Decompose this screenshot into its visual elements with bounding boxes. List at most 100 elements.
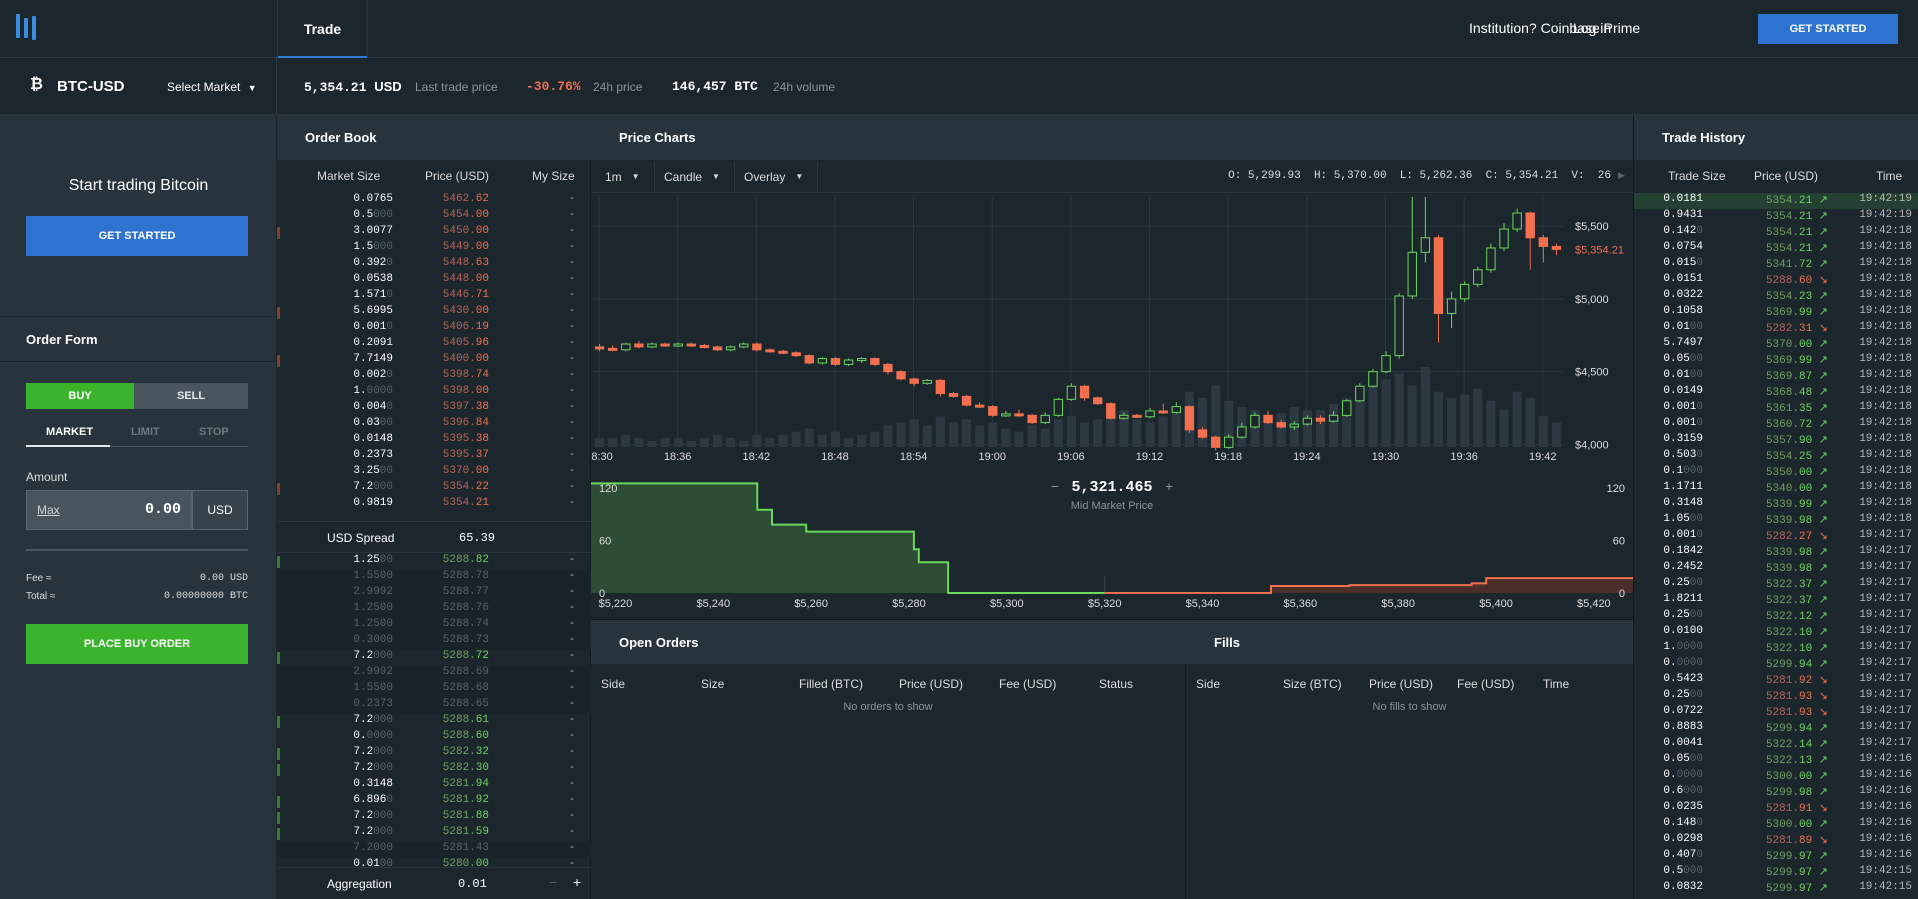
ask-row[interactable]: 1.0000 5398.00 - [277, 385, 591, 401]
order-size-digits: 0.5 [353, 209, 374, 221]
bid-row[interactable]: 1.2500 5288.82 - [277, 554, 591, 570]
ask-row[interactable]: 1.5710 5446.71 - [277, 289, 591, 305]
volume-bar [948, 422, 959, 447]
trade-size-digits: 1.8211 [1663, 593, 1703, 605]
trade-row: 0.0010 5361.35 ↗ 19:42:18 [1634, 401, 1918, 417]
amount-input[interactable]: Max 0.00 [26, 490, 192, 530]
bid-row[interactable]: 0.3148 5281.94 - [277, 778, 591, 794]
coinbase-pro-logo-icon[interactable] [16, 14, 38, 42]
candle-down [1106, 403, 1116, 419]
ask-row[interactable]: 0.0040 5397.38 - [277, 401, 591, 417]
bid-row[interactable]: 1.2500 5288.74 - [277, 618, 591, 634]
candle-down [1014, 413, 1024, 417]
ask-row[interactable]: 1.5000 5449.00 - [277, 241, 591, 257]
bid-row[interactable]: 1.2500 5288.76 - [277, 602, 591, 618]
ask-row[interactable]: 5.6995 5430.00 - [277, 305, 591, 321]
trade-time: 19:42:18 [1859, 385, 1912, 397]
ask-row[interactable]: 7.2000 5354.22 - [277, 481, 591, 497]
bid-row[interactable]: 0.0000 5288.60 - [277, 730, 591, 746]
bid-row[interactable]: 0.3000 5288.73 - [277, 634, 591, 650]
bid-row[interactable]: 7.2000 5288.61 - [277, 714, 591, 730]
aggregation-increase-button[interactable]: + [573, 874, 582, 890]
zoom-in-button[interactable]: + [1164, 478, 1174, 494]
order-price-decimals: 00 [475, 209, 489, 221]
get-started-button[interactable]: GET STARTED [26, 216, 248, 256]
candle-down [1210, 436, 1221, 448]
candle-up [1040, 414, 1050, 424]
trade-row: 0.0149 5368.48 ↗ 19:42:18 [1634, 385, 1918, 401]
ask-row[interactable]: 0.3920 5448.63 - [277, 257, 591, 273]
ask-row[interactable]: 0.0300 5396.84 - [277, 417, 591, 433]
bid-row[interactable]: 2.9992 5288.77 - [277, 586, 591, 602]
max-link[interactable]: Max [37, 503, 60, 517]
bid-row[interactable]: 7.2000 5282.32 - [277, 746, 591, 762]
bid-row[interactable]: 1.5500 5288.68 - [277, 682, 591, 698]
trade-price-decimals: 00 [1798, 339, 1813, 351]
trade-size-digits: 0.05 [1663, 353, 1690, 365]
bid-row[interactable]: 7.2000 5281.43 - [277, 842, 591, 858]
order-price-integer: 5288. [442, 666, 476, 678]
ask-row[interactable]: 3.0077 5450.00 - [277, 225, 591, 241]
bid-row[interactable]: 7.2000 5282.30 - [277, 762, 591, 778]
order-size-zero-padding: 000 [373, 762, 393, 774]
order-size: 2.9992 [277, 666, 393, 678]
tab-trade[interactable]: Trade [277, 0, 368, 58]
chart-type-dropdown[interactable]: Candle ▼ [650, 161, 735, 192]
select-market-dropdown[interactable]: Select Market ▼ [167, 80, 257, 94]
order-size-digits: 1.2500 [353, 602, 393, 614]
trade-size-digits: 0.1 [1663, 465, 1684, 477]
sell-tab[interactable]: SELL [134, 383, 248, 409]
interval-dropdown[interactable]: 1m ▼ [591, 161, 655, 192]
trade-price-decimals: 23 [1798, 291, 1813, 303]
overlay-dropdown[interactable]: Overlay ▼ [730, 161, 819, 192]
ask-row[interactable]: 0.5000 5454.00 - [277, 209, 591, 225]
order-type-market-tab[interactable]: MARKET [46, 426, 94, 438]
trade-price-header: Price (USD) [1754, 169, 1819, 183]
my-size: - [568, 209, 576, 221]
aggregation-decrease-button[interactable]: − [549, 874, 558, 890]
ask-row[interactable]: 0.0010 5406.19 - [277, 321, 591, 337]
trade-size-digits: 1.05 [1663, 513, 1690, 525]
trade-time: 19:42:18 [1859, 433, 1912, 445]
volume-bar [1551, 422, 1561, 447]
bid-row[interactable]: 7.2000 5288.72 - [277, 650, 591, 666]
login-link[interactable]: Log in [1573, 20, 1612, 36]
ask-row[interactable]: 0.9819 5354.21 - [277, 497, 591, 513]
order-price-decimals: 94 [475, 778, 489, 790]
get-started-button[interactable]: GET STARTED [1758, 14, 1898, 44]
institution-link[interactable]: Institution? Coinbase Prime [1469, 20, 1641, 36]
place-buy-order-button[interactable]: PLACE BUY ORDER [26, 624, 248, 664]
ask-row[interactable]: 7.7149 5400.00 - [277, 353, 591, 369]
ask-row[interactable]: 0.0538 5448.00 - [277, 273, 591, 289]
trade-size: 0.5423 [1634, 673, 1703, 685]
order-type-stop-tab[interactable]: STOP [199, 426, 229, 438]
ask-row[interactable]: 0.2091 5405.96 - [277, 337, 591, 353]
ask-row[interactable]: 0.0020 5398.74 - [277, 369, 591, 385]
trade-price-integer: 5322. [1765, 627, 1799, 639]
play-icon[interactable]: ▶ [1618, 170, 1625, 180]
zoom-out-button[interactable]: − [1050, 478, 1060, 494]
bid-row[interactable]: 1.5500 5288.78 - [277, 570, 591, 586]
ask-row[interactable]: 0.2373 5395.37 - [277, 449, 591, 465]
ask-row[interactable]: 0.0765 5462.62 - [277, 193, 591, 209]
candle-down [686, 343, 697, 347]
product-selector[interactable]: ₿ BTC-USD Select Market ▼ [0, 58, 277, 115]
trade-price-decimals: 87 [1798, 371, 1813, 383]
bid-row[interactable]: 0.2373 5288.65 - [277, 698, 591, 714]
buy-tab[interactable]: BUY [26, 383, 134, 409]
order-type-limit-tab[interactable]: LIMIT [131, 426, 160, 438]
bid-row[interactable]: 7.2000 5281.59 - [277, 826, 591, 842]
ask-row[interactable]: 3.2500 5370.00- [277, 465, 591, 481]
bid-row[interactable]: 2.9992 5288.69 - [277, 666, 591, 682]
trade-size-zero-padding: 000 [1683, 865, 1703, 877]
trade-size: 0.0000 [1634, 657, 1703, 669]
order-price-integer: 5288. [442, 602, 476, 614]
ask-row[interactable]: 0.0148 5395.38 - [277, 433, 591, 449]
candle-down [948, 393, 959, 397]
bid-row[interactable]: 7.2000 5281.88 - [277, 810, 591, 826]
trade-price-integer: 5281. [1765, 691, 1799, 703]
price-tick-label: $4,000 [1575, 439, 1609, 451]
candlestick-chart[interactable]: 18:30 18:36 18:42 18:48 18:54 19:00 19:06 19:12… [591, 193, 1633, 471]
bid-row[interactable]: 6.8960 5281.92 - [277, 794, 591, 810]
